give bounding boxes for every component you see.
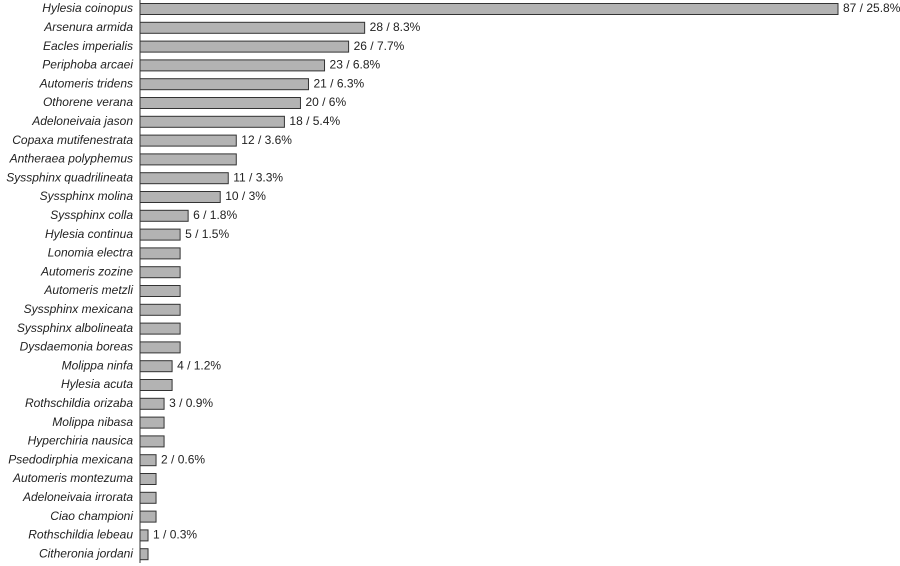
bar xyxy=(139,510,157,523)
category-label: Automeris tridens xyxy=(39,76,133,90)
bar xyxy=(139,228,181,241)
category-label: Ciao championi xyxy=(50,509,133,523)
bar xyxy=(139,529,149,542)
category-label: Syssphinx molina xyxy=(40,189,134,203)
value-label: 18 / 5.4% xyxy=(289,114,340,128)
bar xyxy=(139,303,181,316)
bar xyxy=(139,209,189,222)
bar xyxy=(139,59,326,72)
category-label: Rothschildia lebeau xyxy=(28,528,133,542)
bar xyxy=(139,97,301,109)
bar xyxy=(139,115,285,128)
bar xyxy=(139,21,366,34)
value-label: 87 / 25.8% xyxy=(843,1,900,15)
bar xyxy=(139,360,173,373)
category-label: Eacles imperialis xyxy=(43,39,133,53)
category-label: Syssphinx colla xyxy=(50,208,133,222)
category-label: Citheronia jordani xyxy=(39,546,133,560)
category-label: Othorene verana xyxy=(43,95,133,109)
category-label: Syssphinx quadrilineata xyxy=(6,170,133,184)
value-label: 6 / 1.8% xyxy=(193,208,237,222)
value-label: 11 / 3.3% xyxy=(233,170,283,184)
category-label: Automeris metzli xyxy=(43,283,133,297)
value-label: 2 / 0.6% xyxy=(161,452,205,466)
bar xyxy=(139,78,309,91)
bar xyxy=(139,322,181,335)
bar xyxy=(139,454,157,467)
bar xyxy=(139,3,839,15)
value-label: 23 / 6.8% xyxy=(330,58,381,72)
value-label: 21 / 6.3% xyxy=(313,76,364,90)
bar xyxy=(139,548,149,561)
value-label: 5 / 1.5% xyxy=(185,227,229,241)
category-label: Automeris montezuma xyxy=(12,471,133,485)
category-label: Antheraea polyphemus xyxy=(9,152,133,166)
bar xyxy=(139,285,181,297)
category-label: Adeloneivaia jason xyxy=(31,114,133,128)
category-label: Periphoba arcaei xyxy=(42,58,133,72)
category-label: Syssphinx mexicana xyxy=(24,302,134,316)
bar xyxy=(139,191,221,203)
value-label: 3 / 0.9% xyxy=(169,396,213,410)
category-label: Hyperchiria nausica xyxy=(28,434,134,448)
category-label: Dysdaemonia boreas xyxy=(20,340,133,354)
bar xyxy=(139,40,350,53)
value-label: 4 / 1.2% xyxy=(177,358,221,372)
bar xyxy=(139,416,165,429)
bar xyxy=(139,473,157,485)
bar xyxy=(139,266,181,279)
value-label: 26 / 7.7% xyxy=(354,39,405,53)
category-label: Syssphinx albolineata xyxy=(17,321,133,335)
category-label: Lonomia electra xyxy=(48,246,134,260)
value-label: 10 / 3% xyxy=(225,189,266,203)
bar xyxy=(139,134,237,147)
bar xyxy=(139,247,181,260)
value-label: 1 / 0.3% xyxy=(153,528,197,542)
category-label: Arsenura armida xyxy=(43,20,133,34)
category-label: Molippa ninfa xyxy=(62,358,134,372)
bar xyxy=(139,172,229,185)
bar xyxy=(139,379,173,391)
value-label: 28 / 8.3% xyxy=(370,20,421,34)
category-label: Hylesia continua xyxy=(45,227,133,241)
category-label: Hylesia acuta xyxy=(61,377,133,391)
value-label: 20 / 6% xyxy=(305,95,346,109)
category-label: Adeloneivaia irrorata xyxy=(22,490,133,504)
value-label: 12 / 3.6% xyxy=(241,133,292,147)
category-label: Hylesia coinopus xyxy=(42,1,133,15)
bar xyxy=(139,341,181,354)
category-label: Rothschildia orizaba xyxy=(25,396,133,410)
bar xyxy=(139,397,165,410)
category-label: Psedodirphia mexicana xyxy=(8,452,133,466)
bar xyxy=(139,153,237,166)
category-label: Automeris zozine xyxy=(40,264,133,278)
bar xyxy=(139,435,165,448)
bar xyxy=(139,491,157,504)
category-label: Molippa nibasa xyxy=(52,415,133,429)
category-label: Copaxa mutifenestrata xyxy=(12,133,133,147)
